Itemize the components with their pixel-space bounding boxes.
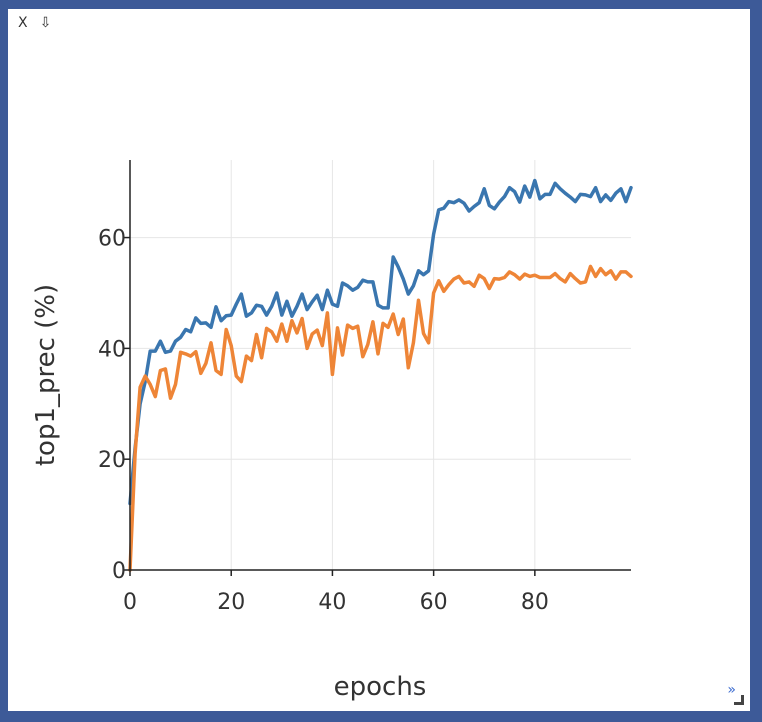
y-tick-label: 40 [98,337,126,362]
series-line-2 [128,264,633,572]
download-button[interactable]: ⇩ [39,15,52,31]
series-line-1 [128,178,633,506]
y-axis-label: top1_prec (%) [31,284,61,466]
expand-icon[interactable]: » [727,682,736,698]
x-tick-label: 60 [420,590,448,615]
pane-toolbar: X ⇩ [18,15,51,31]
x-tick-label: 20 [217,590,245,615]
resize-handle[interactable] [734,695,744,705]
plot-pane: X ⇩ 0 20 40 60 80 0 20 40 60 epochs top1_prec (%… [8,9,750,711]
line-chart: 0 20 40 60 80 0 20 40 60 epochs top1_prec (%) [31,160,633,702]
x-tick-label: 0 [123,590,137,615]
x-tick-label: 40 [318,590,346,615]
y-tick-label: 20 [98,448,126,473]
close-button[interactable]: X [18,15,28,31]
y-tick-label: 0 [112,559,126,584]
x-tick-label: 80 [521,590,549,615]
y-tick-label: 60 [98,227,126,252]
x-axis-label: epochs [334,672,427,702]
